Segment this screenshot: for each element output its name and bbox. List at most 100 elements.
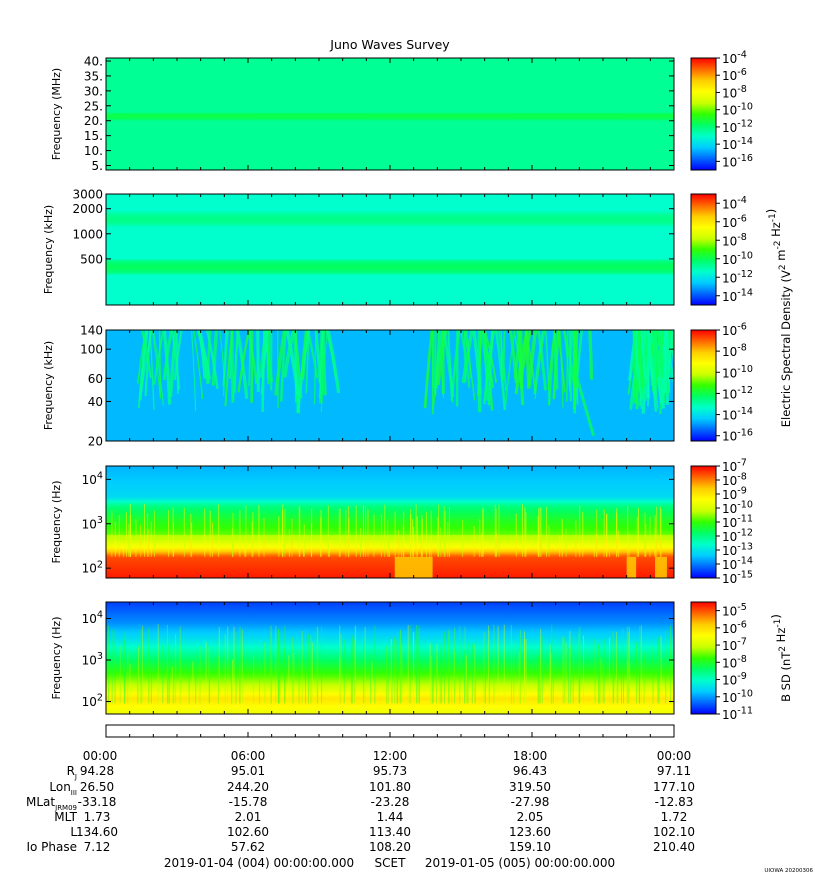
x-tick-label: 06:00 bbox=[231, 749, 266, 763]
y-tick-label: 25. bbox=[84, 99, 103, 113]
emission-streak bbox=[139, 330, 149, 401]
colorbar-tick-label: 10-6 bbox=[722, 67, 747, 83]
colorbar-tick-label: 10-8 bbox=[722, 343, 747, 359]
colorbar-tick-label: 10-11 bbox=[722, 514, 753, 530]
emission-streak bbox=[198, 330, 207, 379]
ephemeris-value: 177.10 bbox=[653, 780, 695, 794]
emission-streak bbox=[149, 330, 155, 410]
emission-streak bbox=[463, 330, 476, 401]
emission-streak bbox=[559, 330, 564, 409]
colorbar-tick-label: 10-10 bbox=[722, 101, 753, 117]
colorbar-scale bbox=[690, 193, 717, 306]
emission-streak bbox=[300, 330, 308, 378]
ephemeris-row-label: RJ bbox=[67, 764, 77, 781]
emission-streak bbox=[656, 330, 665, 379]
colorbar-tick-label: 10-9 bbox=[722, 486, 747, 502]
colorbar-tick-label: 10-7 bbox=[722, 458, 747, 474]
colorbar-tick-label: 10-8 bbox=[722, 472, 747, 488]
emission-streak bbox=[222, 330, 229, 396]
emission-streak bbox=[494, 330, 507, 411]
emission-streak bbox=[313, 330, 317, 405]
ephemeris-value: 210.40 bbox=[653, 840, 695, 854]
ephemeris-value: -23.28 bbox=[371, 795, 410, 809]
colorbar-tick-label: 10-13 bbox=[722, 542, 753, 558]
emission-streak bbox=[260, 330, 270, 379]
emission-streak bbox=[256, 330, 260, 392]
ephemeris-value: 102.60 bbox=[227, 825, 269, 839]
ephemeris-value: -33.18 bbox=[78, 795, 117, 809]
ephemeris-row-label: LonIII bbox=[49, 780, 77, 797]
spectrogram-lfr-khz bbox=[106, 330, 674, 441]
ephemeris-value: 26.50 bbox=[80, 780, 114, 794]
ephemeris-table: 00:00 06:00 12:00 18:00 00:00 RJ 94.28 95.01 95.… bbox=[26, 749, 695, 854]
footer-scet-label: SCET bbox=[375, 856, 407, 870]
ephemeris-row-label: MLatJRM09 bbox=[26, 795, 77, 812]
colorbar-tick-label: 10-9 bbox=[722, 671, 747, 687]
spectrogram-background bbox=[106, 58, 674, 170]
y-tick-label: 3000 bbox=[72, 188, 103, 202]
emission-streak bbox=[274, 330, 287, 396]
ephemeris-value: 159.10 bbox=[509, 840, 551, 854]
y-axis-label: Frequency (kHz) bbox=[42, 341, 55, 430]
colorbar-tick-label: 10-16 bbox=[722, 153, 753, 169]
y-tick-label: 103 bbox=[82, 515, 103, 531]
ephemeris-value: 95.73 bbox=[373, 764, 407, 778]
y-tick-label: 104 bbox=[82, 470, 103, 486]
emission-streak bbox=[162, 330, 172, 405]
emission-streak bbox=[504, 330, 516, 406]
ephemeris-value: 95.01 bbox=[231, 764, 265, 778]
emission-streak bbox=[305, 330, 311, 394]
colorbar-scale bbox=[690, 329, 717, 442]
ephemeris-value: 134.60 bbox=[76, 825, 118, 839]
emission-streak bbox=[651, 330, 660, 377]
emission-streak bbox=[666, 330, 671, 393]
y-tick-label: 40. bbox=[84, 54, 103, 68]
emission-streak bbox=[645, 330, 652, 382]
emission-streak bbox=[319, 330, 324, 399]
spectrogram-lfr-hz-b bbox=[106, 602, 674, 714]
colorbars: 10-410-610-810-1010-1210-1410-1610-410-6… bbox=[690, 50, 753, 722]
y-tick-label: 1000 bbox=[72, 227, 103, 241]
colorbar-tick-label: 10-4 bbox=[722, 50, 747, 66]
colorbar-tick-label: 10-14 bbox=[722, 556, 753, 572]
x-tick-label: 00:00 bbox=[83, 749, 118, 763]
emission-streak bbox=[443, 330, 455, 397]
emission-streak bbox=[282, 330, 296, 378]
emission-streak bbox=[211, 330, 218, 386]
y-tick-label: 2000 bbox=[72, 202, 103, 216]
emission-streak bbox=[162, 330, 173, 381]
emission-streak bbox=[248, 330, 252, 387]
colorbar-tick-label: 10-11 bbox=[722, 706, 753, 722]
colorbar-tick-label: 10-10 bbox=[722, 688, 753, 704]
y-tick-label: 20. bbox=[84, 114, 103, 128]
emission-streak bbox=[472, 330, 482, 395]
spectrogram-background bbox=[106, 602, 674, 714]
ephemeris-value: 1.44 bbox=[377, 810, 404, 824]
spectrogram-panels: 40.35.30.25.20.15.10.5. Frequency (MHz) 30… bbox=[42, 54, 675, 715]
y-axis-label: Frequency (MHz) bbox=[50, 68, 63, 160]
colorbar-tick-label: 10-15 bbox=[722, 570, 753, 586]
ephemeris-row-label: MLT bbox=[54, 810, 77, 824]
emission-streak bbox=[500, 330, 503, 380]
ephemeris-value: -27.98 bbox=[511, 795, 550, 809]
weak-emission-region bbox=[394, 556, 433, 578]
emission-streak bbox=[476, 330, 483, 397]
emission-streak bbox=[502, 330, 506, 381]
y-tick-label: 40 bbox=[88, 395, 103, 409]
colorbar-labels: Electric Spectral Density (V2 m-2 Hz-1) B… bbox=[764, 209, 793, 702]
colorbar-tick-label: 10-8 bbox=[722, 84, 747, 100]
ephemeris-value: 2.01 bbox=[235, 810, 262, 824]
emission-streak bbox=[573, 369, 595, 436]
colorbar-scale bbox=[690, 57, 717, 171]
colorbar-scale bbox=[690, 601, 717, 715]
ephemeris-value: 94.28 bbox=[80, 764, 114, 778]
y-tick-label: 60 bbox=[88, 372, 103, 386]
colorbar-label-electric: Electric Spectral Density (V2 m-2 Hz-1) bbox=[764, 209, 793, 428]
colorbar-tick-label: 10-7 bbox=[722, 637, 747, 653]
y-tick-label: 100 bbox=[80, 343, 103, 357]
colorbar-tick-label: 10-6 bbox=[722, 322, 747, 338]
ephemeris-value: 1.72 bbox=[661, 810, 688, 824]
colorbar-tick-label: 10-14 bbox=[722, 287, 753, 303]
footer-end-time: 2019-01-05 (005) 00:00:00.000 bbox=[425, 856, 615, 870]
